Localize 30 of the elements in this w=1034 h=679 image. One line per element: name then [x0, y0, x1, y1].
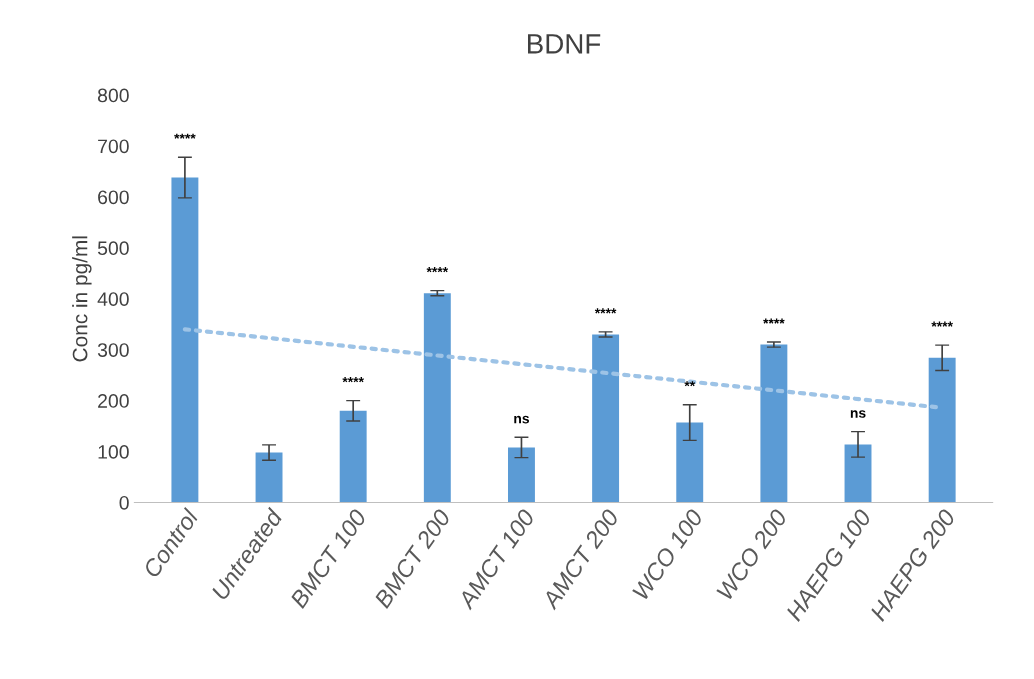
annotation: **** [426, 267, 449, 273]
annotation: **** [174, 133, 196, 139]
y-tick-label: 700 [98, 139, 129, 154]
annotation: **** [931, 321, 953, 327]
y-tick-label: 200 [98, 394, 129, 408]
bar [423, 293, 451, 503]
chart-title: BDNF [528, 34, 601, 54]
annotation: **** [594, 308, 617, 314]
y-tick-label: 100 [98, 445, 129, 459]
bar [255, 452, 283, 503]
bar [844, 444, 872, 503]
y-tick-label: 0 [119, 495, 129, 510]
y-tick-label: 400 [97, 292, 129, 306]
y-tick-label: 300 [97, 343, 129, 357]
y-tick-label: 600 [98, 190, 129, 205]
bar [760, 344, 788, 503]
y-axis-title: Conc in pg/ml [72, 236, 92, 362]
annotation: ** [684, 381, 696, 387]
bar [928, 357, 956, 503]
annotation: ns [850, 410, 866, 418]
bar [676, 422, 704, 503]
annotation: **** [342, 377, 364, 383]
bar [592, 334, 620, 503]
bar [339, 410, 367, 503]
annotation: **** [763, 318, 785, 324]
annotation: ns [514, 415, 529, 424]
y-tick-label: 800 [97, 88, 129, 103]
y-tick-label: 500 [97, 241, 129, 256]
bar [171, 177, 199, 503]
bar [508, 447, 535, 503]
